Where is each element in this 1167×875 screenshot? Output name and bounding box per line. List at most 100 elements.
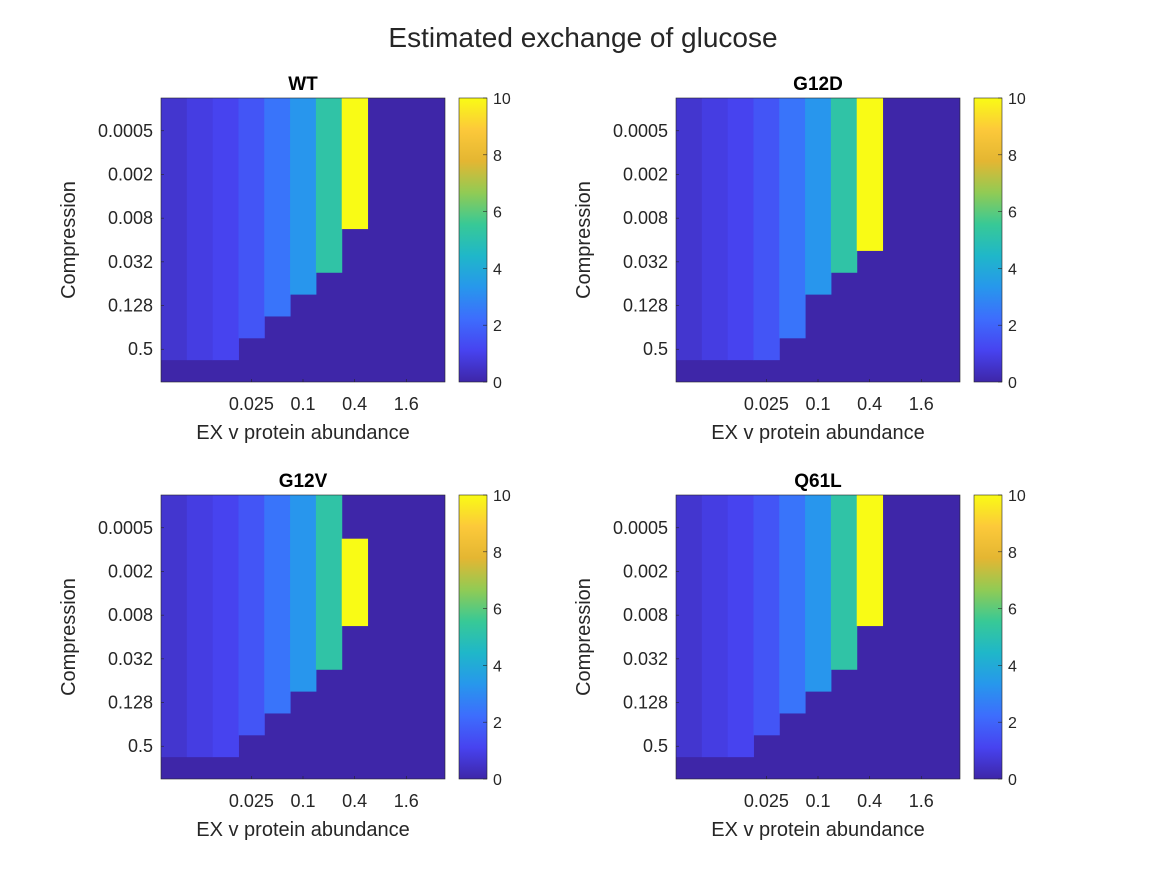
panel-0-colorbar-tick-label-3: 6 bbox=[493, 205, 502, 222]
panel-3-heatmap-cell-column-5 bbox=[805, 495, 832, 692]
panel-2-heatmap-cell-column-3 bbox=[238, 495, 265, 736]
panel-1-y-tick-label-2: 0.008 bbox=[623, 208, 668, 228]
panel-2-heatmap-cell-column-1 bbox=[186, 495, 214, 758]
panel-2-x-tick-label-1: 0.1 bbox=[290, 791, 315, 811]
panel-1-colorbar-tick-label-2: 4 bbox=[1008, 261, 1017, 278]
panel-1-title: G12D bbox=[793, 74, 843, 95]
panel-0-title: WT bbox=[288, 74, 318, 95]
panel-1-y-axis-label: Compression bbox=[573, 181, 595, 299]
panel-1-heatmap-cell-column-1 bbox=[701, 98, 729, 361]
panel-0-y-tick-label-1: 0.002 bbox=[108, 164, 153, 184]
panel-1-colorbar bbox=[973, 97, 1003, 383]
panel-2-heatmap-cell-column-6 bbox=[315, 495, 343, 670]
panel-2-colorbar-tick-label-0: 0 bbox=[493, 772, 502, 789]
panel-1-y-tick-label-5: 0.5 bbox=[643, 339, 668, 359]
panel-0-heatmap-cell-column-4 bbox=[264, 98, 291, 317]
panel-3-heatmap-cell-column-1 bbox=[701, 495, 729, 758]
panel-0-heatmap-cell-column-0 bbox=[161, 98, 188, 361]
panel-1-x-axis-label: EX v protein abundance bbox=[711, 422, 925, 444]
panel-0-x-tick-label-1: 0.1 bbox=[290, 394, 315, 414]
panel-2-y-tick-label-2: 0.008 bbox=[108, 605, 153, 625]
panel-3-colorbar-tick-label-4: 8 bbox=[1008, 545, 1017, 562]
panel-3-heatmap-cell-column-3 bbox=[753, 495, 780, 736]
panel-0-x-axis-label: EX v protein abundance bbox=[196, 422, 410, 444]
panel-2-y-tick-label-0: 0.0005 bbox=[98, 518, 153, 538]
panel-1-x-tick-label-0: 0.025 bbox=[744, 394, 789, 414]
panel-2-colorbar-tick-label-5: 10 bbox=[493, 488, 511, 505]
panel-1-heatmap-cell-column-5 bbox=[805, 98, 832, 295]
panel-3-y-tick-label-5: 0.5 bbox=[643, 736, 668, 756]
panel-3-y-tick-label-1: 0.002 bbox=[623, 561, 668, 581]
figure-title: Estimated exchange of glucose bbox=[388, 22, 777, 53]
panel-0-heatmap-cell-column-6 bbox=[315, 98, 343, 273]
panel-3-title: Q61L bbox=[794, 471, 842, 492]
panel-2-colorbar-tick-label-4: 8 bbox=[493, 545, 502, 562]
panel-0-x-tick-label-2: 0.4 bbox=[342, 394, 367, 414]
panel-2-colorbar-tick-label-3: 6 bbox=[493, 602, 502, 619]
panel-0-x-tick-label-0: 0.025 bbox=[229, 394, 274, 414]
panel-2-y-tick-label-5: 0.5 bbox=[128, 736, 153, 756]
panel-1-colorbar-tick-label-4: 8 bbox=[1008, 148, 1017, 165]
panel-3-y-tick-label-0: 0.0005 bbox=[613, 518, 668, 538]
panel-0-heatmap-cell-column-2 bbox=[212, 98, 239, 361]
panel-2-y-axis-label: Compression bbox=[58, 578, 80, 696]
panel-3-x-axis-label: EX v protein abundance bbox=[711, 819, 925, 841]
panel-0-colorbar-tick-label-1: 2 bbox=[493, 318, 502, 335]
panel-2-heatmap-cell-column-2 bbox=[212, 495, 239, 758]
panel-3-colorbar-tick-label-2: 4 bbox=[1008, 658, 1017, 675]
panel-1-heatmap-cell-column-2 bbox=[727, 98, 754, 361]
panel-2-x-tick-label-2: 0.4 bbox=[342, 791, 367, 811]
panel-2-x-tick-label-0: 0.025 bbox=[229, 791, 274, 811]
panel-1-x-tick-label-3: 1.6 bbox=[909, 394, 934, 414]
panel-3-x-tick-label-0: 0.025 bbox=[744, 791, 789, 811]
panel-1-x-tick-label-2: 0.4 bbox=[857, 394, 882, 414]
panel-3-y-tick-label-4: 0.128 bbox=[623, 693, 668, 713]
panel-0-y-tick-label-5: 0.5 bbox=[128, 339, 153, 359]
panel-2-colorbar-tick-label-1: 2 bbox=[493, 715, 502, 732]
panel-3-y-axis-label: Compression bbox=[573, 578, 595, 696]
panel-3-heatmap-cell-column-7 bbox=[856, 495, 884, 627]
panel-0-heatmap-cell-column-3 bbox=[238, 98, 265, 339]
panel-3-colorbar-tick-label-0: 0 bbox=[1008, 772, 1017, 789]
panel-0-y-tick-label-4: 0.128 bbox=[108, 296, 153, 316]
panel-2-title: G12V bbox=[279, 471, 328, 492]
panel-0-heatmap-cell-column-1 bbox=[186, 98, 214, 361]
panel-0-y-axis-label: Compression bbox=[58, 181, 80, 299]
panel-2-y-tick-label-4: 0.128 bbox=[108, 693, 153, 713]
panel-3-colorbar bbox=[973, 494, 1003, 780]
panel-2-heatmap-cell-column-4 bbox=[264, 495, 291, 714]
panel-1-colorbar-tick-label-1: 2 bbox=[1008, 318, 1017, 335]
panel-3-y-tick-label-3: 0.032 bbox=[623, 649, 668, 669]
panel-0-colorbar bbox=[458, 97, 488, 383]
panel-2-x-axis-label: EX v protein abundance bbox=[196, 819, 410, 841]
panel-1-heatmap-cell-column-6 bbox=[830, 98, 858, 273]
panel-2-colorbar-tick-label-2: 4 bbox=[493, 658, 502, 675]
panel-0-colorbar-tick-label-0: 0 bbox=[493, 375, 502, 392]
panel-1-colorbar-tick-label-0: 0 bbox=[1008, 375, 1017, 392]
panel-2-y-tick-label-3: 0.032 bbox=[108, 649, 153, 669]
panel-0-y-tick-label-3: 0.032 bbox=[108, 252, 153, 272]
panel-2-colorbar bbox=[458, 494, 488, 780]
panel-2-heatmap-cell-column-7 bbox=[341, 538, 369, 627]
panel-0: WT 0.0005 0.002 0.008 0.032 0.128 0.5 0.025 0.1 0… bbox=[58, 74, 511, 444]
panel-0-heatmap-cell-column-7 bbox=[341, 98, 369, 230]
panel-1-heatmap-cell-column-4 bbox=[779, 98, 806, 339]
panel-3-heatmap-cell-column-4 bbox=[779, 495, 806, 714]
panel-3-colorbar-tick-label-1: 2 bbox=[1008, 715, 1017, 732]
panel-0-y-tick-label-2: 0.008 bbox=[108, 208, 153, 228]
panel-1-heatmap-cell-column-7 bbox=[856, 98, 884, 251]
panel-1-y-tick-label-1: 0.002 bbox=[623, 164, 668, 184]
panel-3-heatmap-cell-column-2 bbox=[727, 495, 754, 758]
panel-2-heatmap-cell-column-5 bbox=[290, 495, 317, 692]
panel-3-heatmap-cell-column-6 bbox=[830, 495, 858, 670]
panel-3-colorbar-tick-label-3: 6 bbox=[1008, 602, 1017, 619]
panel-1-heatmap-cell-column-0 bbox=[676, 98, 703, 361]
panel-1-x-tick-label-1: 0.1 bbox=[805, 394, 830, 414]
panel-1-colorbar-tick-label-5: 10 bbox=[1008, 91, 1026, 108]
panel-0-y-tick-label-0: 0.0005 bbox=[98, 121, 153, 141]
panel-3-x-tick-label-2: 0.4 bbox=[857, 791, 882, 811]
